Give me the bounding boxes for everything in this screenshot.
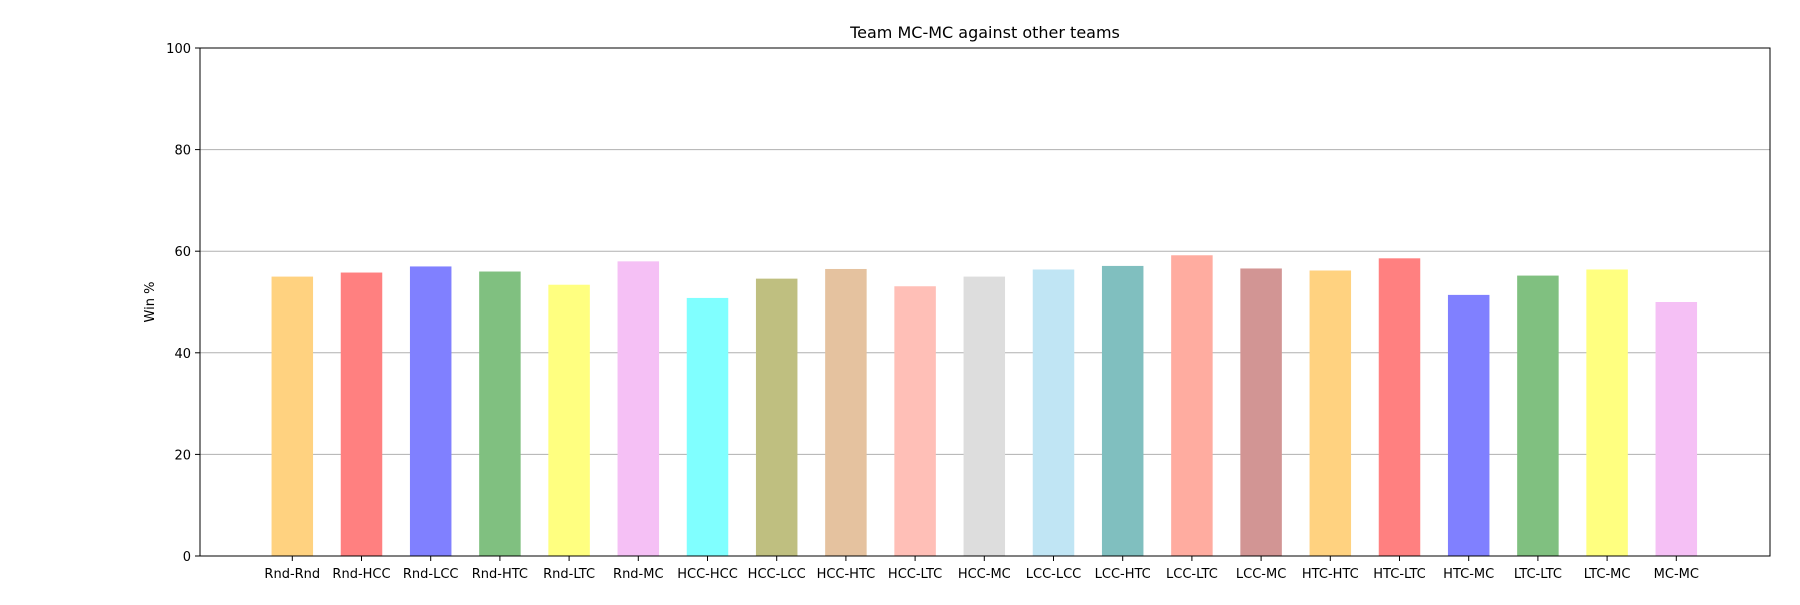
x-tick-label: LCC-HTC (1095, 567, 1151, 582)
bar (271, 276, 314, 556)
x-tick-label: LTC-MC (1584, 567, 1631, 582)
bar (479, 271, 521, 556)
x-tick-label: HCC-LTC (888, 567, 942, 582)
y-tick-label: 40 (174, 347, 191, 362)
x-tick-label: Rnd-LCC (403, 567, 459, 582)
x-tick-label: Rnd-MC (613, 567, 664, 582)
x-tick-label: Rnd-HTC (472, 567, 528, 582)
x-tick-label: Rnd-Rnd (264, 567, 320, 582)
bar (1447, 294, 1490, 556)
y-axis-ticks: 0 20 40 60 80 100 (166, 42, 200, 565)
chart-title: Team MC-MC against other teams (849, 23, 1120, 42)
bar (963, 276, 1006, 556)
y-tick-label: 0 (183, 550, 191, 565)
bar (1309, 270, 1352, 556)
x-axis-ticks: Rnd-Rnd Rnd-HCC Rnd-LCC Rnd-HTC Rnd-LTC Rnd-M… (264, 556, 1699, 582)
bar (340, 272, 383, 556)
bar (1378, 258, 1421, 556)
x-tick-label: HCC-MC (958, 567, 1011, 582)
bar (1032, 269, 1075, 556)
y-tick-label: 100 (166, 42, 191, 57)
bar (825, 268, 867, 556)
bar (686, 297, 729, 556)
x-tick-label: HTC-LTC (1373, 567, 1425, 582)
x-tick-label: LCC-LTC (1166, 567, 1218, 582)
x-tick-label: Rnd-LTC (543, 567, 595, 582)
bar (1101, 265, 1144, 556)
bars (271, 255, 1698, 557)
y-tick-label: 20 (174, 448, 191, 463)
bar (1517, 275, 1559, 556)
x-tick-label: HCC-HTC (817, 567, 876, 582)
bar (755, 278, 798, 556)
bar (894, 286, 936, 556)
bar (1240, 268, 1282, 556)
bar (617, 261, 660, 556)
bar (1655, 302, 1698, 556)
x-tick-label: LCC-LCC (1026, 567, 1082, 582)
y-tick-label: 80 (174, 144, 191, 159)
x-tick-label: HCC-LCC (748, 567, 806, 582)
y-axis-label: Win % (143, 282, 158, 323)
x-tick-label: HTC-HTC (1302, 567, 1359, 582)
y-tick-label: 60 (174, 245, 191, 260)
x-tick-label: LCC-MC (1236, 567, 1286, 582)
x-tick-label: MC-MC (1654, 567, 1699, 582)
x-tick-label: HCC-HCC (677, 567, 738, 582)
plot-frame (199, 47, 1771, 557)
bar (1586, 269, 1628, 556)
bar (548, 284, 590, 556)
bar (1171, 255, 1213, 557)
x-tick-label: LTC-LTC (1514, 567, 1562, 582)
x-tick-label: HTC-MC (1443, 567, 1494, 582)
bar (409, 266, 452, 556)
x-tick-label: Rnd-HCC (332, 567, 390, 582)
